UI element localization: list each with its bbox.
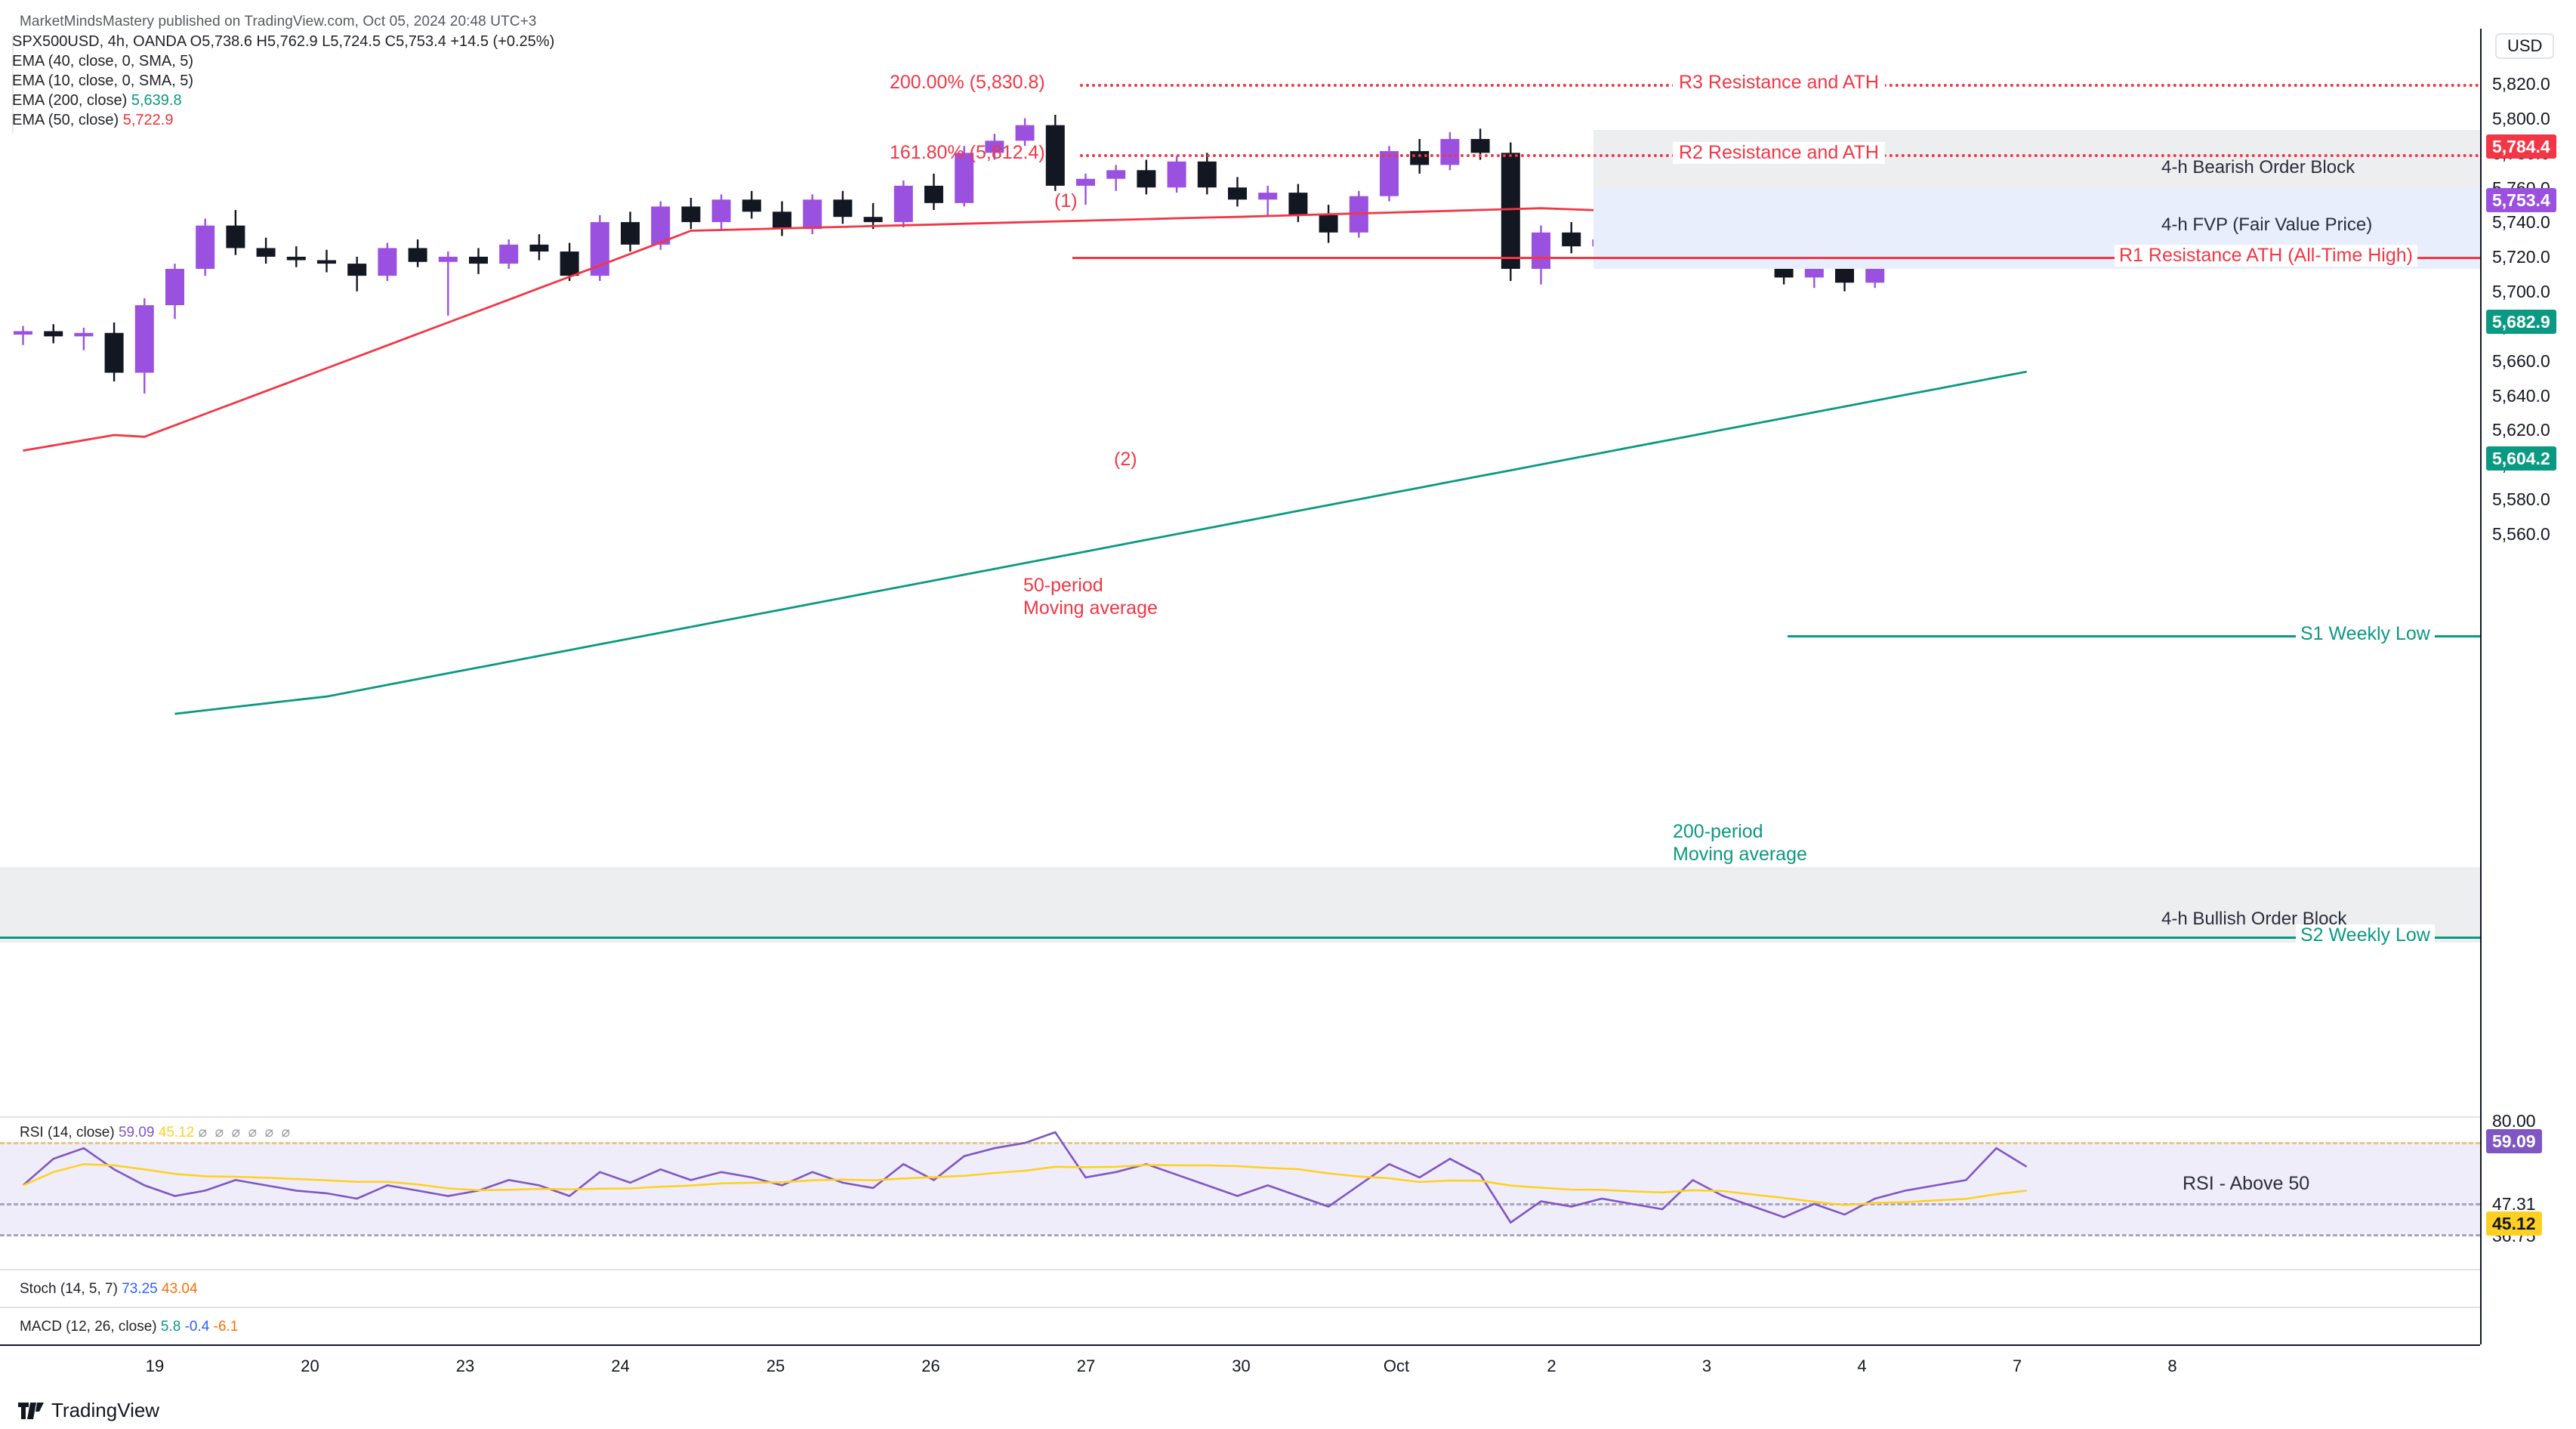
time-axis-tick: 7	[2012, 1356, 2022, 1375]
s1-price-tag: 5,682.9	[2486, 310, 2556, 335]
annotation-swing-1: (1)	[1054, 190, 1078, 211]
legend-ema-50[interactable]: EMA (50, close) 5,722.9	[12, 110, 586, 130]
legend-ema-50-label: EMA (50, close)	[12, 112, 119, 128]
time-axis-tick: 24	[611, 1356, 630, 1375]
stoch-legend-name: Stoch (14, 5, 7)	[20, 1281, 118, 1297]
legend-ema-10[interactable]: EMA (10, close, 0, SMA, 5)	[12, 71, 586, 91]
price-axis[interactable]: USD 5,820.05,800.05,780.05,760.05,740.05…	[2480, 29, 2576, 1344]
time-axis-tick: 2	[1547, 1356, 1556, 1375]
time-axis-tick: 19	[145, 1356, 165, 1375]
time-axis-tick: 8	[2167, 1356, 2177, 1375]
price-chart-pane[interactable]: 4-h Bearish Order Block 4-h FVP (Fair Va…	[0, 29, 2480, 1344]
level-label-fib-1618-left: 161.80% (5,812.4)	[890, 142, 1045, 163]
price-axis-tick: 5,640.0	[2492, 385, 2550, 406]
price-axis-tick: 5,620.0	[2492, 420, 2550, 440]
symbol-ohlc-line[interactable]: SPX500USD, 4h, OANDA O5,738.6 H5,762.9 L…	[12, 33, 555, 50]
rsi-value-tag: 45.12	[2486, 1211, 2542, 1236]
annotation-ma200: 200-period Moving average	[1673, 820, 1807, 866]
r1-price-tag: 5,784.4	[2486, 134, 2556, 159]
level-label-fib-200-right: R3 Resistance and ATH	[1673, 72, 1885, 94]
level-line-s1[interactable]	[1788, 635, 2480, 637]
price-axis-tick: 5,560.0	[2492, 524, 2550, 544]
time-axis-tick: 25	[766, 1356, 785, 1375]
rsi-axis-tick: 47.31	[2492, 1194, 2536, 1214]
pane-divider-macd	[0, 1307, 2480, 1308]
price-axis-tick: 5,820.0	[2492, 74, 2550, 94]
price-axis-tick: 5,800.0	[2492, 108, 2550, 128]
level-label-r1: R1 Resistance ATH (All-Time High)	[2115, 245, 2417, 267]
annotation-ma50-line2: Moving average	[1023, 597, 1158, 619]
level-label-s1: S1 Weekly Low	[2296, 623, 2435, 645]
price-axis-tick: 5,720.0	[2492, 247, 2550, 267]
time-axis-tick: 20	[301, 1356, 319, 1375]
stoch-legend-d: 43.04	[162, 1281, 198, 1297]
time-axis[interactable]: 19 20 23 24 25 26 27 30 Oct 2 3 4 7 8	[0, 1344, 2480, 1390]
rsi-oversold-dash	[0, 1234, 2480, 1236]
price-axis-tick: 5,580.0	[2492, 489, 2550, 510]
level-label-s2: S2 Weekly Low	[2296, 924, 2435, 946]
macd-legend-name: MACD (12, 26, close)	[20, 1319, 157, 1335]
time-axis-tick: 23	[455, 1356, 475, 1375]
price-axis-tick: 5,660.0	[2492, 350, 2550, 371]
time-axis-tick: 30	[1232, 1356, 1251, 1375]
tradingview-glyph-icon	[18, 1402, 44, 1419]
time-axis-tick: 4	[1857, 1356, 1867, 1375]
rsi-value-tag: 59.09	[2486, 1129, 2542, 1153]
annotation-swing-2: (2)	[1114, 449, 1137, 470]
price-axis-tick: 5,740.0	[2492, 212, 2550, 233]
rsi-legend-value: 59.09	[118, 1125, 155, 1140]
rsi-legend-empty-values: ⌀ ⌀ ⌀ ⌀ ⌀ ⌀	[198, 1125, 291, 1140]
legend-ema-50-value: 5,722.9	[122, 112, 174, 128]
rsi-axis-tick: 80.00	[2492, 1111, 2536, 1131]
legend-ema-200[interactable]: EMA (200, close) 5,639.8	[12, 91, 586, 110]
chart-legend: SPX500USD, 4h, OANDA O5,738.6 H5,762.9 L…	[12, 32, 586, 130]
rsi-series	[22, 1131, 2028, 1224]
rsi-legend-ma-value: 45.12	[158, 1125, 195, 1140]
legend-ema-40[interactable]: EMA (40, close, 0, SMA, 5)	[12, 51, 586, 71]
legend-ema-200-value: 5,639.8	[131, 92, 182, 109]
currency-badge[interactable]: USD	[2495, 33, 2555, 59]
macd-pane-legend[interactable]: MACD (12, 26, close) 5.8 -0.4 -6.1	[20, 1319, 238, 1335]
level-label-fib-200-left: 200.00% (5,830.8)	[890, 72, 1045, 93]
legend-ema-40-label: EMA (40, close, 0, SMA, 5)	[12, 53, 194, 69]
last-price-tag: 5,753.4	[2486, 187, 2556, 212]
legend-divider	[12, 33, 14, 133]
stoch-pane-legend[interactable]: Stoch (14, 5, 7) 73.25 43.04	[20, 1281, 198, 1298]
time-axis-tick: Oct	[1383, 1356, 1410, 1375]
rsi-pane-legend[interactable]: RSI (14, close) 59.09 45.12 ⌀ ⌀ ⌀ ⌀ ⌀ ⌀	[20, 1124, 290, 1141]
level-line-s2[interactable]	[0, 937, 2480, 939]
macd-legend-signal: -0.4	[184, 1319, 210, 1335]
rsi-overbought-dash	[0, 1142, 2480, 1144]
annotation-ma200-line2: Moving average	[1673, 844, 1807, 865]
legend-ema-10-label: EMA (10, close, 0, SMA, 5)	[12, 73, 194, 89]
time-axis-tick: 3	[1701, 1356, 1712, 1375]
zone-bearish-order-block-label: 4-h Bearish Order Block	[2161, 157, 2355, 177]
macd-legend-macd: 5.8	[160, 1319, 181, 1335]
tradingview-logo: TradingView	[18, 1399, 159, 1422]
rsi-legend-name: RSI (14, close)	[20, 1125, 115, 1140]
stoch-legend-k: 73.25	[122, 1281, 158, 1297]
rsi-mid-dash	[0, 1203, 2480, 1205]
annotation-ma50: 50-period Moving average	[1023, 574, 1158, 619]
rsi-background-band	[0, 1142, 2480, 1234]
publisher-watermark: MarketMindsMastery published on TradingV…	[20, 14, 537, 29]
annotation-ma200-line1: 200-period	[1673, 821, 1763, 842]
macd-legend-hist: -6.1	[213, 1319, 239, 1335]
legend-ema-200-label: EMA (200, close)	[12, 92, 128, 109]
level-label-fib-1618-right: R2 Resistance and ATH	[1673, 142, 1885, 164]
s2-price-tag: 5,604.2	[2486, 446, 2556, 471]
pane-divider-rsi	[0, 1116, 2480, 1118]
zone-fvp-label: 4-h FVP (Fair Value Price)	[2161, 215, 2373, 235]
annotation-ma50-line1: 50-period	[1023, 575, 1103, 596]
tradingview-logo-text: TradingView	[51, 1399, 160, 1421]
time-axis-tick: 27	[1076, 1356, 1096, 1375]
tradingview-logo-mark	[18, 1402, 44, 1419]
price-axis-tick: 5,700.0	[2492, 282, 2550, 302]
annotation-rsi-note: RSI - Above 50	[2183, 1173, 2310, 1194]
time-axis-tick: 26	[921, 1356, 940, 1375]
zone-bullish-order-block	[0, 867, 2480, 943]
pane-divider-stoch	[0, 1269, 2480, 1270]
level-line-r1[interactable]	[1072, 257, 2480, 259]
